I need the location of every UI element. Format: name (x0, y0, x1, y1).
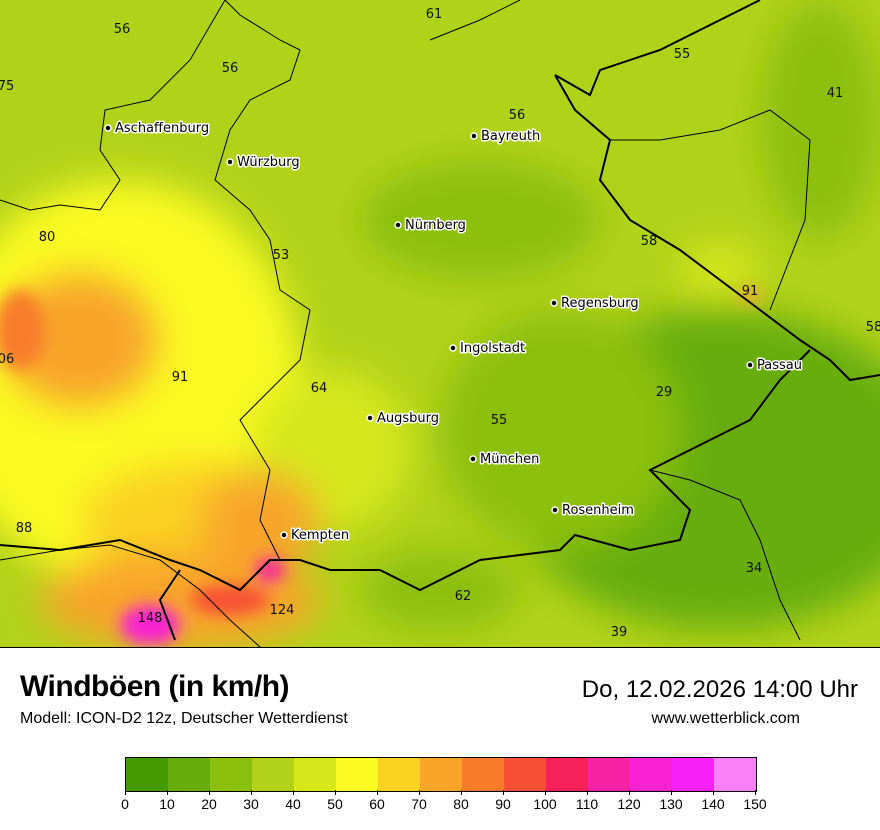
legend-swatch (546, 758, 588, 791)
legend-tick-label: 120 (617, 796, 641, 812)
legend-swatch (378, 758, 420, 791)
gust-value-label: 88 (16, 521, 33, 536)
legend-swatch (168, 758, 210, 791)
gust-value-label: 91 (172, 370, 189, 385)
gust-value-label: 55 (674, 47, 691, 62)
gust-value-label: 06 (0, 352, 14, 367)
legend-tick-mark (335, 790, 336, 795)
legend-tick-mark (671, 790, 672, 795)
gust-value-label: 53 (273, 248, 290, 263)
legend-tick-label: 150 (743, 796, 767, 812)
city-marker (470, 132, 478, 140)
city-label: Nürnberg (405, 218, 466, 233)
gust-value-label: 58 (866, 320, 880, 335)
gust-value-label: 124 (270, 603, 295, 618)
city-marker (226, 158, 234, 166)
legend-tick-label: 30 (243, 796, 259, 812)
city-marker (104, 124, 112, 132)
city-marker (449, 344, 457, 352)
legend-swatch (252, 758, 294, 791)
legend-tick-label: 60 (369, 796, 385, 812)
city-marker (366, 414, 374, 422)
legend-tick-mark (545, 790, 546, 795)
legend-swatch (420, 758, 462, 791)
legend-tick-label: 130 (659, 796, 683, 812)
legend-tick-mark (419, 790, 420, 795)
legend-tick-label: 40 (285, 796, 301, 812)
legend-tick-mark (755, 790, 756, 795)
legend-tick-label: 100 (533, 796, 557, 812)
gust-value-label: 148 (138, 611, 163, 626)
legend-tick-mark (167, 790, 168, 795)
city-label: Augsburg (377, 411, 439, 426)
website-link[interactable]: www.wetterblick.com (651, 710, 800, 727)
legend-swatch (504, 758, 546, 791)
legend-swatch (126, 758, 168, 791)
city-label: Rosenheim (562, 503, 634, 518)
wind-gust-map: Aschaffenburg Würzburg Bayreuth Nürnberg Reg… (0, 0, 880, 648)
legend-tick-mark (587, 790, 588, 795)
legend-tick-mark (251, 790, 252, 795)
city-label: Passau (757, 358, 802, 373)
gust-value-label: 55 (491, 413, 508, 428)
legend-tick-label: 70 (411, 796, 427, 812)
city-label: München (480, 452, 539, 467)
city-label: Ingolstadt (460, 341, 525, 356)
city-marker (550, 299, 558, 307)
legend-tick-label: 10 (159, 796, 175, 812)
city-label: Aschaffenburg (115, 121, 209, 136)
legend-tick-mark (125, 790, 126, 795)
gust-value-label: 41 (827, 86, 844, 101)
legend-tick-mark (377, 790, 378, 795)
legend-swatch (462, 758, 504, 791)
gust-value-label: 75 (0, 79, 14, 94)
city-label: Bayreuth (481, 129, 540, 144)
legend-tick-mark (629, 790, 630, 795)
legend-swatch (210, 758, 252, 791)
gust-value-label: 56 (222, 61, 239, 76)
legend-tick-label: 20 (201, 796, 217, 812)
legend-tick-label: 80 (453, 796, 469, 812)
legend-swatch (672, 758, 714, 791)
legend-tick-mark (461, 790, 462, 795)
city-marker (469, 455, 477, 463)
gust-value-label: 80 (39, 230, 56, 245)
legend-swatch (588, 758, 630, 791)
city-marker (746, 361, 754, 369)
gust-value-label: 91 (742, 284, 759, 299)
legend-tick-label: 90 (495, 796, 511, 812)
city-label: Würzburg (237, 155, 300, 170)
gust-value-label: 61 (426, 7, 443, 22)
map-title: Windböen (in km/h) (20, 670, 290, 703)
legend-tick-mark (293, 790, 294, 795)
city-label: Kempten (291, 528, 349, 543)
legend-swatch (714, 758, 756, 791)
model-info: Modell: ICON-D2 12z, Deutscher Wetterdie… (20, 710, 348, 727)
legend-tick-mark (713, 790, 714, 795)
legend-tick-label: 0 (121, 796, 129, 812)
city-marker (280, 531, 288, 539)
gust-value-label: 29 (656, 385, 673, 400)
gust-value-label: 39 (611, 625, 628, 640)
gust-value-label: 62 (455, 589, 472, 604)
legend-tick-mark (209, 790, 210, 795)
legend-tick-label: 110 (575, 796, 599, 812)
legend-tick-label: 50 (327, 796, 343, 812)
legend-swatch (336, 758, 378, 791)
legend-ticks: 0 10 20 30 40 50 60 70 80 90 100 110 120 130 140 150 (121, 790, 767, 820)
legend-swatch (294, 758, 336, 791)
gust-value-label: 56 (509, 108, 526, 123)
gust-value-label: 56 (114, 22, 131, 37)
gust-value-label: 58 (641, 234, 658, 249)
gust-value-label: 64 (311, 381, 328, 396)
legend-swatch (630, 758, 672, 791)
legend-tick-mark (503, 790, 504, 795)
city-marker (551, 506, 559, 514)
city-marker (394, 221, 402, 229)
legend-tick-label: 140 (701, 796, 725, 812)
gust-value-label: 34 (746, 561, 763, 576)
forecast-datetime: Do, 12.02.2026 14:00 Uhr (581, 676, 858, 703)
city-label: Regensburg (561, 296, 639, 311)
color-legend (125, 757, 757, 792)
